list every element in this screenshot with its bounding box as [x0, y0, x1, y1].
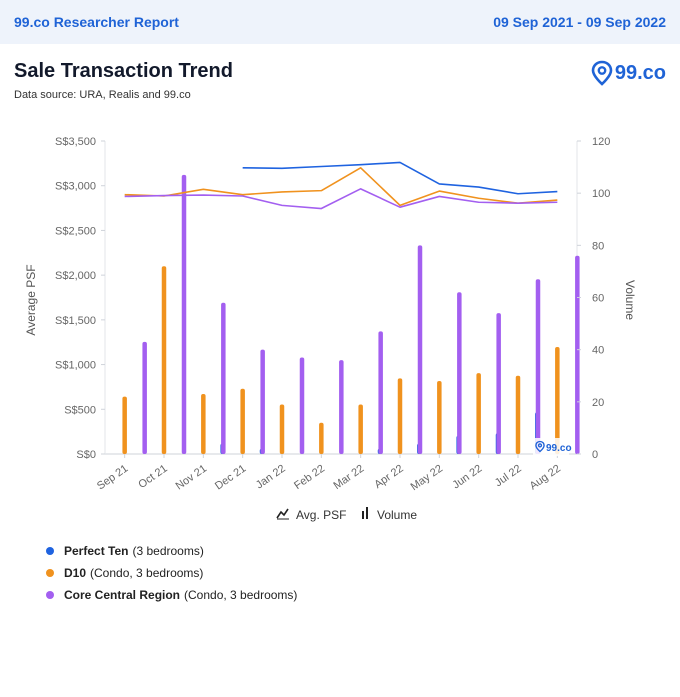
left-tick-label: S$500: [64, 404, 96, 416]
right-tick-label: 20: [592, 397, 604, 409]
series-legend-item: D10 (Condo, 3 bedrooms): [46, 562, 297, 584]
left-tick-label: S$3,000: [55, 181, 96, 193]
report-header: 99.co Researcher Report 09 Sep 2021 - 09…: [0, 0, 680, 44]
volume-bar: [279, 404, 285, 454]
volume-bar: [339, 360, 344, 454]
volume-bar: [161, 266, 167, 454]
logo-text: 99.co: [614, 61, 666, 84]
page-title: Sale Transaction Trend: [14, 60, 233, 82]
series-detail: (3 bedrooms): [132, 544, 204, 558]
series-name: Core Central Region: [64, 588, 181, 602]
psf-line: [124, 188, 558, 210]
right-axis-title: Volume: [623, 280, 637, 320]
volume-bar: [260, 349, 265, 454]
right-tick-label: 60: [592, 293, 604, 305]
volume-bar: [221, 302, 226, 454]
right-tick-label: 0: [592, 449, 598, 461]
title-area: Sale Transaction Trend Data source: URA,…: [0, 44, 680, 104]
series-name: Perfect Ten: [64, 544, 129, 558]
volume-bar: [575, 255, 580, 454]
volume-bar: [201, 394, 206, 454]
x-tick-label: May 22: [409, 463, 445, 494]
left-tick-label: S$0: [76, 449, 96, 461]
left-tick-label: S$1,500: [55, 315, 96, 327]
series-legend: Perfect Ten (3 bedrooms) D10 (Condo, 3 b…: [46, 540, 297, 606]
series-detail: (Condo, 3 bedrooms): [90, 566, 204, 580]
right-tick-label: 40: [592, 345, 604, 357]
volume-bar: [142, 341, 147, 454]
volume-bar: [457, 292, 462, 454]
psf-line: [242, 161, 558, 195]
volume-bar: [181, 174, 187, 454]
right-tick-label: 120: [592, 136, 610, 148]
legend-bar-icon: [362, 507, 368, 519]
legend-line-label: Avg. PSF: [296, 508, 346, 522]
x-tick-label: Feb 22: [292, 463, 327, 492]
volume-bar: [496, 313, 501, 454]
series-legend-item: Core Central Region (Condo, 3 bedrooms): [46, 584, 297, 606]
sale-transaction-chart: S$0 S$500 S$1,000 S$1,500 S$2,000 S$2,500 S$3,…: [24, 136, 637, 522]
x-tick-label: Apr 22: [372, 463, 405, 491]
watermark-text: 99.co: [546, 443, 572, 454]
x-tick-label: Jun 22: [450, 463, 484, 492]
volume-bar: [437, 380, 442, 454]
left-tick-label: S$2,000: [55, 270, 96, 282]
series-color-dot: [46, 591, 54, 599]
x-tick-label: Mar 22: [331, 463, 366, 492]
x-tick-label: Aug 22: [528, 463, 563, 493]
volume-bars: [122, 174, 580, 454]
series-legend-item: Perfect Ten (3 bedrooms): [46, 540, 297, 562]
volume-bar: [555, 347, 560, 454]
series-name: D10: [64, 566, 87, 580]
series-detail: (Condo, 3 bedrooms): [184, 588, 298, 602]
volume-bar: [378, 331, 383, 454]
x-tick-label: Dec 21: [213, 463, 248, 493]
volume-bar: [397, 378, 403, 454]
series-color-dot: [46, 569, 54, 577]
legend-line-icon: [276, 508, 289, 520]
volume-bar: [417, 245, 423, 454]
x-tick-label: Sep 21: [95, 463, 130, 493]
psf-line: [124, 167, 558, 207]
right-axis: 0 20 40 60 80 100 120: [577, 136, 610, 461]
right-tick-label: 100: [592, 188, 610, 200]
x-tick-label: Nov 21: [174, 463, 209, 493]
date-range: 09 Sep 2021 - 09 Sep 2022: [493, 14, 666, 30]
logo: 99.co: [591, 60, 666, 86]
x-tick-label: Oct 21: [136, 463, 169, 491]
volume-bar: [240, 388, 245, 454]
volume-bar: [319, 422, 324, 454]
left-axis: S$0 S$500 S$1,000 S$1,500 S$2,000 S$2,500 S$3,…: [55, 136, 105, 461]
volume-bar: [358, 404, 363, 454]
volume-bar: [476, 373, 481, 454]
watermark-pin-icon: [535, 440, 545, 453]
left-tick-label: S$2,500: [55, 225, 96, 237]
series-color-dot: [46, 547, 54, 555]
data-source: Data source: URA, Realis and 99.co: [14, 89, 191, 101]
x-tick-label: Jan 22: [254, 463, 288, 492]
chart-watermark: 99.co: [533, 438, 572, 456]
x-tick-label: Jul 22: [493, 463, 524, 490]
volume-bar: [515, 375, 521, 454]
volume-bar: [122, 396, 127, 454]
psf-lines: [124, 161, 558, 210]
chart-legend: Avg. PSF Volume: [276, 507, 417, 522]
brand-title: 99.co Researcher Report: [14, 14, 179, 30]
location-pin-icon: [591, 60, 613, 86]
left-tick-label: S$1,000: [55, 360, 96, 372]
volume-bar: [535, 279, 541, 454]
left-tick-label: S$3,500: [55, 136, 96, 148]
legend-bar-label: Volume: [377, 508, 417, 522]
x-axis: Sep 21 Oct 21 Nov 21 Dec 21 Jan 22 Feb 22 Mar …: [95, 454, 563, 493]
left-axis-title: Average PSF: [24, 264, 38, 335]
volume-bar: [299, 357, 305, 454]
right-tick-label: 80: [592, 240, 604, 252]
